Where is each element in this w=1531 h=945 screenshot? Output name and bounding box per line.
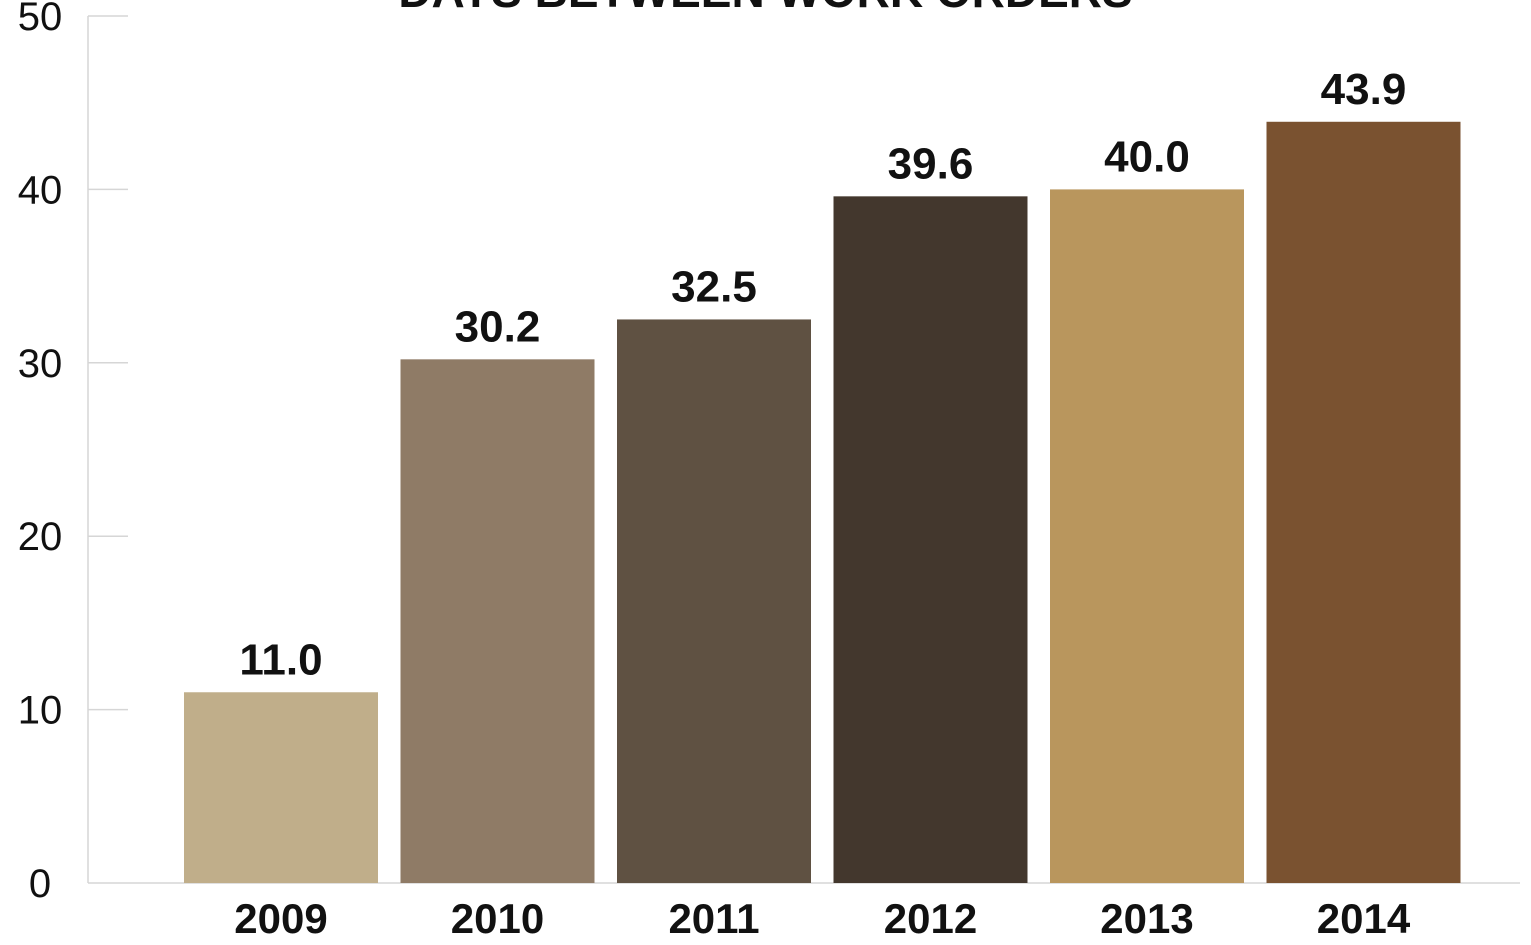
bar: [1050, 189, 1244, 883]
y-tick-label: 10: [18, 689, 63, 733]
bar-value-label: 43.9: [1321, 65, 1407, 114]
bar-value-label: 11.0: [239, 635, 322, 684]
bar: [617, 319, 811, 883]
bar: [184, 692, 378, 883]
bar-value-label: 39.6: [888, 139, 974, 188]
x-tick-label: 2009: [234, 895, 327, 940]
bar-value-label: 32.5: [671, 262, 757, 311]
bar-value-label: 40.0: [1104, 132, 1190, 181]
x-tick-label: 2013: [1100, 895, 1193, 940]
bar: [1266, 121, 1461, 884]
bar-value-label: 30.2: [455, 302, 541, 351]
y-tick-label: 20: [18, 515, 63, 559]
y-tick-label: 30: [18, 342, 63, 386]
x-tick-label: 2014: [1317, 895, 1411, 940]
y-tick-label: 0: [29, 862, 51, 906]
x-tick-label: 2011: [668, 895, 759, 940]
x-tick-label: 2012: [884, 895, 977, 940]
bar: [833, 196, 1028, 883]
x-tick-label: 2010: [451, 895, 544, 940]
chart-title: DAYS BETWEEN WORK ORDERS: [0, 0, 1531, 18]
y-tick-label: 50: [18, 0, 63, 39]
y-tick-label: 40: [18, 168, 63, 212]
bar: [400, 359, 595, 883]
